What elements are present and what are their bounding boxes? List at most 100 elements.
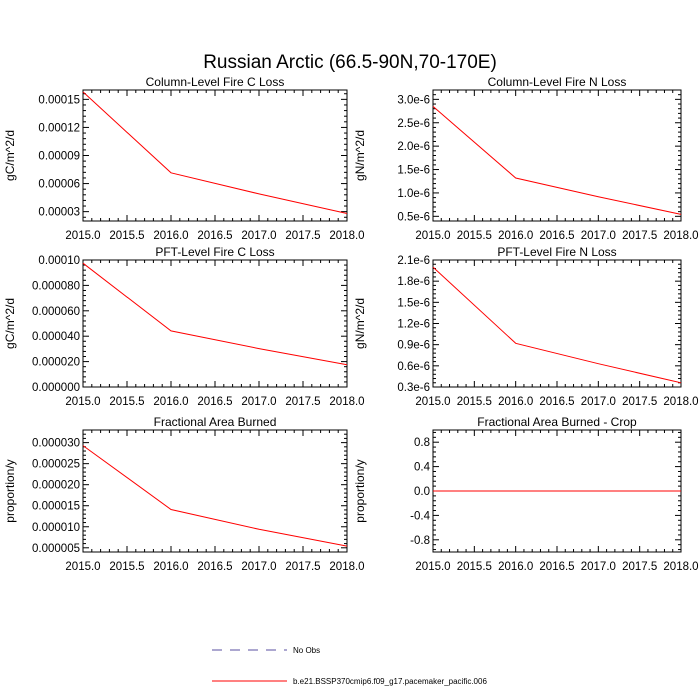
x-tick-label: 2015.0 [65,561,100,573]
x-tick-label: 2018.0 [663,396,698,408]
x-tick-label: 2017.0 [241,230,276,242]
y-axis-label: proportion/y [353,459,367,522]
y-tick-label: 0.00010 [38,255,80,267]
legend-model-label: b.e21.BSSP370cmip6.f09_g17.pacemaker_pac… [293,677,487,686]
y-tick-label: 0.000005 [32,543,80,555]
y-tick-label: 0.00012 [38,122,80,134]
x-tick-label: 2015.5 [109,561,144,573]
x-tick-label: 2016.5 [539,230,574,242]
plot-frame [432,89,682,222]
legend-item-obs: No Obs [212,646,320,655]
chart-title: Column-Level Fire N Loss [488,75,627,89]
y-axis-label: gC/m^2/d [3,298,17,349]
series-line [432,266,682,384]
chart-title: Fractional Area Burned - Crop [477,415,637,429]
x-tick-label: 2018.0 [663,230,698,242]
x-tick-label: 2016.5 [197,396,232,408]
y-tick-label: 2.0e-6 [397,141,430,153]
x-tick-label: 2016.5 [539,396,574,408]
x-tick-label: 2018.0 [663,561,698,573]
series-line [82,445,348,547]
x-tick-label: 2015.0 [415,230,450,242]
y-tick-label: 1.0e-6 [397,188,430,200]
x-tick-label: 2017.5 [285,396,320,408]
y-tick-label: 0.0 [414,486,430,498]
x-tick-label: 2015.0 [65,396,100,408]
y-tick-label: 2.5e-6 [397,118,430,130]
x-tick-label: 2017.0 [241,561,276,573]
y-tick-label: 0.000080 [32,280,80,292]
x-tick-label: 2015.5 [457,561,492,573]
chart-title: Fractional Area Burned [154,415,277,429]
y-tick-label: 0.000060 [32,306,80,318]
plot-frame [432,259,682,388]
x-tick-label: 2018.0 [329,396,364,408]
page-title: Russian Arctic (66.5-90N,70-170E) [203,52,497,73]
y-tick-label: 0.000030 [32,438,80,450]
panels: Column-Level Fire C Loss gC/m^2/d 2015.0 20… [3,75,699,573]
plot-frame [82,259,348,388]
y-tick-label: 0.000040 [32,331,80,343]
y-tick-label: 0.000025 [32,459,80,471]
x-tick-label: 2018.0 [329,230,364,242]
y-axis-label: proportion/y [3,459,17,522]
y-tick-label: 0.8 [414,437,430,449]
x-tick-label: 2016.0 [153,561,188,573]
y-tick-label: -0.8 [410,535,430,547]
x-tick-label: 2017.5 [285,561,320,573]
x-tick-label: 2017.5 [622,396,657,408]
x-tick-label: 2017.0 [581,396,616,408]
y-tick-label: -0.4 [410,510,430,522]
x-tick-label: 2017.5 [622,230,657,242]
x-tick-label: 2015.5 [457,396,492,408]
x-tick-label: 2015.5 [457,230,492,242]
x-tick-label: 2017.0 [241,396,276,408]
chart-panel-2: Column-Level Fire N Loss gN/m^2/d 2015.0 20… [353,75,699,242]
x-tick-label: 2017.0 [581,561,616,573]
y-tick-label: 1.8e-6 [397,276,430,288]
series-line [82,262,348,366]
x-tick-label: 2017.5 [285,230,320,242]
x-tick-label: 2016.5 [539,561,574,573]
y-tick-label: 0.9e-6 [397,340,430,352]
y-tick-label: 0.4 [414,462,431,474]
y-tick-label: 0.000010 [32,522,80,534]
x-tick-label: 2016.0 [498,396,533,408]
y-tick-label: 0.00009 [38,151,80,163]
x-tick-label: 2016.5 [197,561,232,573]
x-tick-label: 2015.0 [415,396,450,408]
y-tick-label: 0.000000 [32,382,80,394]
y-tick-label: 0.000020 [32,357,80,369]
x-tick-label: 2015.0 [65,230,100,242]
y-tick-label: 0.000015 [32,501,80,513]
y-tick-label: 0.3e-6 [397,382,430,394]
y-tick-label: 3.0e-6 [397,94,430,106]
plot-frame [82,89,348,222]
y-tick-label: 0.00015 [38,94,80,106]
y-tick-label: 0.5e-6 [397,211,430,223]
y-tick-label: 0.6e-6 [397,361,430,373]
x-tick-label: 2016.0 [153,396,188,408]
x-tick-label: 2018.0 [329,561,364,573]
chart-title: Column-Level Fire C Loss [146,75,285,89]
y-axis-label: gN/m^2/d [353,130,367,181]
x-tick-label: 2017.0 [581,230,616,242]
x-tick-label: 2016.0 [498,230,533,242]
legend-obs-label: No Obs [293,646,320,655]
y-tick-label: 1.2e-6 [397,319,430,331]
chart-panel-1: Column-Level Fire C Loss gC/m^2/d 2015.0 20… [3,75,365,242]
plot-frame [82,429,348,553]
x-tick-label: 2015.5 [109,230,144,242]
chart-title: PFT-Level Fire C Loss [155,245,274,259]
series-line [82,91,348,214]
x-tick-label: 2017.5 [622,561,657,573]
chart-panel-3: PFT-Level Fire C Loss gC/m^2/d 2015.0 2015.… [3,245,365,408]
y-tick-label: 1.5e-6 [397,165,430,177]
x-tick-label: 2015.5 [109,396,144,408]
y-axis-label: gN/m^2/d [353,298,367,349]
x-tick-label: 2016.0 [153,230,188,242]
y-axis-label: gC/m^2/d [3,130,17,181]
x-tick-label: 2015.0 [415,561,450,573]
series-line [432,106,682,215]
